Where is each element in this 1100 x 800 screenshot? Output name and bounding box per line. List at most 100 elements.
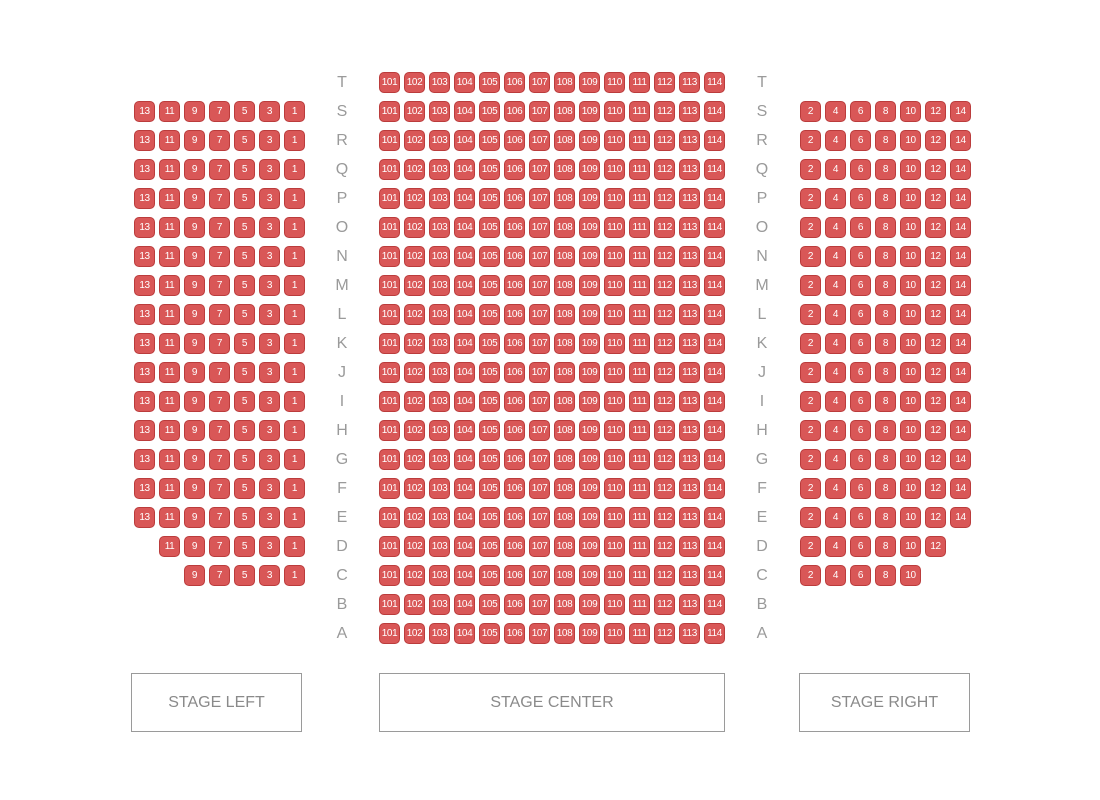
seat-p-9[interactable]: 9 <box>184 188 205 209</box>
seat-i-103[interactable]: 103 <box>429 391 450 412</box>
seat-o-104[interactable]: 104 <box>454 217 475 238</box>
seat-o-103[interactable]: 103 <box>429 217 450 238</box>
seat-p-11[interactable]: 11 <box>159 188 180 209</box>
seat-t-102[interactable]: 102 <box>404 72 425 93</box>
seat-p-14[interactable]: 14 <box>950 188 971 209</box>
seat-t-107[interactable]: 107 <box>529 72 550 93</box>
seat-b-105[interactable]: 105 <box>479 594 500 615</box>
seat-m-10[interactable]: 10 <box>900 275 921 296</box>
seat-g-12[interactable]: 12 <box>925 449 946 470</box>
seat-c-106[interactable]: 106 <box>504 565 525 586</box>
seat-m-110[interactable]: 110 <box>604 275 625 296</box>
seat-i-14[interactable]: 14 <box>950 391 971 412</box>
seat-m-3[interactable]: 3 <box>259 275 280 296</box>
seat-m-106[interactable]: 106 <box>504 275 525 296</box>
seat-r-114[interactable]: 114 <box>704 130 725 151</box>
seat-h-113[interactable]: 113 <box>679 420 700 441</box>
seat-h-111[interactable]: 111 <box>629 420 650 441</box>
seat-n-105[interactable]: 105 <box>479 246 500 267</box>
seat-n-114[interactable]: 114 <box>704 246 725 267</box>
seat-h-9[interactable]: 9 <box>184 420 205 441</box>
seat-s-105[interactable]: 105 <box>479 101 500 122</box>
seat-d-103[interactable]: 103 <box>429 536 450 557</box>
seat-a-108[interactable]: 108 <box>554 623 575 644</box>
seat-q-9[interactable]: 9 <box>184 159 205 180</box>
seat-e-12[interactable]: 12 <box>925 507 946 528</box>
seat-b-114[interactable]: 114 <box>704 594 725 615</box>
seat-p-7[interactable]: 7 <box>209 188 230 209</box>
seat-n-112[interactable]: 112 <box>654 246 675 267</box>
seat-s-9[interactable]: 9 <box>184 101 205 122</box>
seat-g-8[interactable]: 8 <box>875 449 896 470</box>
seat-o-11[interactable]: 11 <box>159 217 180 238</box>
seat-h-12[interactable]: 12 <box>925 420 946 441</box>
seat-n-6[interactable]: 6 <box>850 246 871 267</box>
seat-q-11[interactable]: 11 <box>159 159 180 180</box>
seat-e-8[interactable]: 8 <box>875 507 896 528</box>
seat-f-4[interactable]: 4 <box>825 478 846 499</box>
seat-k-103[interactable]: 103 <box>429 333 450 354</box>
seat-e-11[interactable]: 11 <box>159 507 180 528</box>
seat-c-7[interactable]: 7 <box>209 565 230 586</box>
seat-d-106[interactable]: 106 <box>504 536 525 557</box>
seat-g-105[interactable]: 105 <box>479 449 500 470</box>
seat-o-9[interactable]: 9 <box>184 217 205 238</box>
seat-f-111[interactable]: 111 <box>629 478 650 499</box>
seat-b-112[interactable]: 112 <box>654 594 675 615</box>
seat-r-14[interactable]: 14 <box>950 130 971 151</box>
seat-f-112[interactable]: 112 <box>654 478 675 499</box>
seat-b-101[interactable]: 101 <box>379 594 400 615</box>
seat-a-109[interactable]: 109 <box>579 623 600 644</box>
seat-e-108[interactable]: 108 <box>554 507 575 528</box>
seat-q-108[interactable]: 108 <box>554 159 575 180</box>
seat-j-114[interactable]: 114 <box>704 362 725 383</box>
seat-d-6[interactable]: 6 <box>850 536 871 557</box>
seat-i-111[interactable]: 111 <box>629 391 650 412</box>
seat-q-112[interactable]: 112 <box>654 159 675 180</box>
seat-r-113[interactable]: 113 <box>679 130 700 151</box>
seat-t-111[interactable]: 111 <box>629 72 650 93</box>
seat-g-5[interactable]: 5 <box>234 449 255 470</box>
seat-j-6[interactable]: 6 <box>850 362 871 383</box>
seat-h-6[interactable]: 6 <box>850 420 871 441</box>
seat-j-5[interactable]: 5 <box>234 362 255 383</box>
seat-b-110[interactable]: 110 <box>604 594 625 615</box>
seat-c-6[interactable]: 6 <box>850 565 871 586</box>
seat-l-113[interactable]: 113 <box>679 304 700 325</box>
seat-e-10[interactable]: 10 <box>900 507 921 528</box>
seat-d-3[interactable]: 3 <box>259 536 280 557</box>
seat-k-111[interactable]: 111 <box>629 333 650 354</box>
seat-o-10[interactable]: 10 <box>900 217 921 238</box>
seat-h-105[interactable]: 105 <box>479 420 500 441</box>
seat-d-107[interactable]: 107 <box>529 536 550 557</box>
seat-d-111[interactable]: 111 <box>629 536 650 557</box>
seat-g-113[interactable]: 113 <box>679 449 700 470</box>
seat-p-8[interactable]: 8 <box>875 188 896 209</box>
seat-f-3[interactable]: 3 <box>259 478 280 499</box>
seat-d-1[interactable]: 1 <box>284 536 305 557</box>
seat-n-1[interactable]: 1 <box>284 246 305 267</box>
seat-r-106[interactable]: 106 <box>504 130 525 151</box>
seat-t-109[interactable]: 109 <box>579 72 600 93</box>
seat-q-113[interactable]: 113 <box>679 159 700 180</box>
seat-c-108[interactable]: 108 <box>554 565 575 586</box>
seat-e-3[interactable]: 3 <box>259 507 280 528</box>
seat-d-11[interactable]: 11 <box>159 536 180 557</box>
seat-j-104[interactable]: 104 <box>454 362 475 383</box>
seat-j-110[interactable]: 110 <box>604 362 625 383</box>
seat-o-106[interactable]: 106 <box>504 217 525 238</box>
seat-s-3[interactable]: 3 <box>259 101 280 122</box>
seat-q-102[interactable]: 102 <box>404 159 425 180</box>
seat-j-12[interactable]: 12 <box>925 362 946 383</box>
seat-d-4[interactable]: 4 <box>825 536 846 557</box>
seat-r-3[interactable]: 3 <box>259 130 280 151</box>
seat-d-10[interactable]: 10 <box>900 536 921 557</box>
seat-f-10[interactable]: 10 <box>900 478 921 499</box>
seat-h-110[interactable]: 110 <box>604 420 625 441</box>
seat-n-5[interactable]: 5 <box>234 246 255 267</box>
seat-t-103[interactable]: 103 <box>429 72 450 93</box>
seat-n-104[interactable]: 104 <box>454 246 475 267</box>
seat-s-5[interactable]: 5 <box>234 101 255 122</box>
seat-f-102[interactable]: 102 <box>404 478 425 499</box>
seat-n-13[interactable]: 13 <box>134 246 155 267</box>
